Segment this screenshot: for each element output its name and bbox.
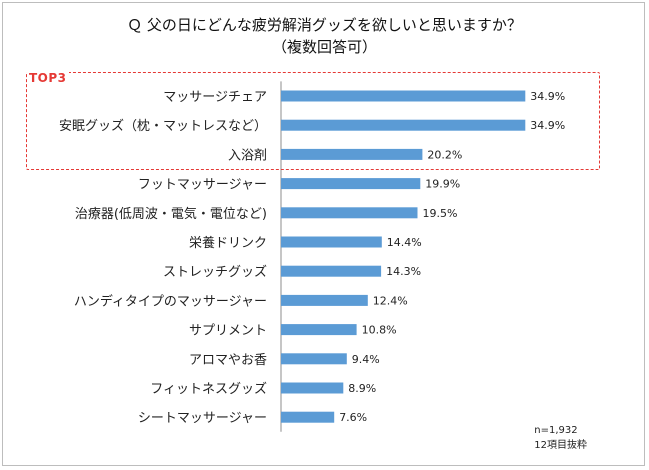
category-label: フィットネスグッズ: [150, 381, 267, 397]
value-label: 8.9%: [348, 382, 376, 395]
bar: [281, 353, 347, 365]
bar: [281, 119, 526, 131]
value-label: 19.9%: [425, 178, 460, 191]
excerpt-note: 12項目抜粋: [534, 440, 587, 451]
sample-size-note: n=1,932: [534, 425, 578, 436]
category-label: シートマッサージャー: [138, 411, 267, 426]
category-label: 入浴剤: [228, 147, 267, 163]
bar: [281, 411, 335, 423]
bar: [281, 382, 344, 394]
value-label: 14.3%: [386, 265, 421, 278]
bar: [281, 294, 368, 306]
value-label: 19.5%: [423, 207, 458, 220]
top3-label: TOP3: [27, 71, 69, 85]
chart-title-question: Ｑ 父の日にどんな疲労解消グッズを欲しいと思いますか？: [127, 16, 522, 34]
category-label: ストレッチグッズ: [163, 264, 267, 280]
category-label: サプリメント: [189, 324, 267, 339]
category-label: アロマやお香: [189, 353, 267, 368]
category-label: 治療器(低周波・電気・電位など): [75, 206, 267, 222]
value-label: 20.2%: [427, 148, 462, 161]
bar: [281, 90, 526, 102]
chart-subtitle: （複数回答可）: [271, 38, 377, 56]
category-label: マッサージチェア: [163, 90, 267, 105]
value-label: 7.6%: [339, 411, 367, 424]
value-label: 14.4%: [387, 236, 422, 249]
value-label: 34.9%: [530, 119, 565, 132]
footnote: n=1,932 12項目抜粋: [534, 423, 587, 453]
category-label: ハンディタイプのマッサージャー: [74, 293, 267, 309]
bar: [281, 148, 423, 160]
category-label: フットマッサージャー: [138, 178, 267, 193]
bar: [281, 236, 382, 248]
chart-title: Ｑ 父の日にどんな疲労解消グッズを欲しいと思いますか？ （複数回答可）: [0, 14, 649, 58]
bar: [281, 178, 421, 190]
value-label: 9.4%: [352, 353, 380, 366]
value-label: 12.4%: [373, 294, 408, 307]
bar: [281, 324, 357, 336]
bar: [281, 207, 418, 219]
bar: [281, 265, 382, 277]
category-label: 栄養ドリンク: [189, 235, 267, 251]
value-label: 34.9%: [530, 90, 565, 103]
value-label: 10.8%: [362, 324, 397, 337]
category-label: 安眠グッズ（枕・マットレスなど）: [59, 118, 267, 134]
top3-highlight-box: [26, 72, 600, 170]
